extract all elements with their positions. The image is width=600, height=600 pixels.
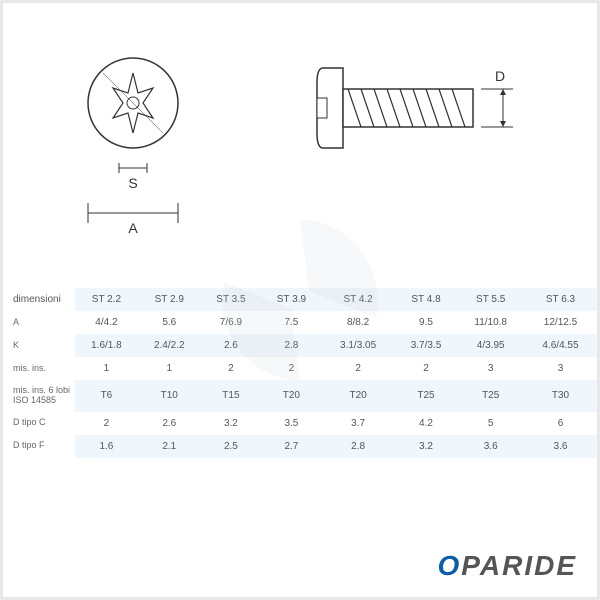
cell: 3: [524, 357, 597, 380]
brand-logo: OPARIDE: [438, 550, 578, 582]
logo-rest: PARIDE: [461, 550, 577, 581]
cell: 4.2: [395, 412, 458, 435]
col-header: ST 4.8: [395, 288, 458, 311]
cell: 4.6/4.55: [524, 334, 597, 357]
cell: 7/6.9: [201, 311, 261, 334]
cell: 8/8.2: [322, 311, 395, 334]
col-header: ST 3.9: [261, 288, 321, 311]
cell: 5.6: [138, 311, 201, 334]
cell: 3.2: [201, 412, 261, 435]
cell: 3.1/3.05: [322, 334, 395, 357]
table-row: D tipo F 1.6 2.1 2.5 2.7 2.8 3.2 3.6 3.6: [3, 435, 597, 458]
col-header: ST 4.2: [322, 288, 395, 311]
cell: 2.6: [138, 412, 201, 435]
table-row: K 1.6/1.8 2.4/2.2 2.6 2.8 3.1/3.05 3.7/3…: [3, 334, 597, 357]
cell: 1: [75, 357, 138, 380]
logo-first-letter: O: [438, 550, 462, 581]
cell: 2.8: [322, 435, 395, 458]
col-header: ST 2.2: [75, 288, 138, 311]
technical-diagram: S A: [3, 3, 597, 288]
table-row: A 4/4.2 5.6 7/6.9 7.5 8/8.2 9.5 11/10.8 …: [3, 311, 597, 334]
row-label: A: [3, 311, 75, 334]
side-view: D: [317, 68, 513, 148]
col-header: ST 3.5: [201, 288, 261, 311]
label-s: S: [128, 175, 137, 191]
cell: 2: [201, 357, 261, 380]
label-a: A: [128, 220, 138, 236]
cell: 3.7/3.5: [395, 334, 458, 357]
cell: 1: [138, 357, 201, 380]
cell: T25: [395, 380, 458, 412]
cell: 3.6: [524, 435, 597, 458]
cell: 2.7: [261, 435, 321, 458]
cell: 2: [395, 357, 458, 380]
cell: 3.5: [261, 412, 321, 435]
cell: 2.4/2.2: [138, 334, 201, 357]
row-label: K: [3, 334, 75, 357]
table-row: mis. ins. 6 lobi ISO 14585 T6 T10 T15 T2…: [3, 380, 597, 412]
row-label: mis. ins. 6 lobi ISO 14585: [3, 380, 75, 412]
cell: 12/12.5: [524, 311, 597, 334]
cell: 6: [524, 412, 597, 435]
cell: 2.5: [201, 435, 261, 458]
col-header: ST 5.5: [457, 288, 524, 311]
cell: 2.1: [138, 435, 201, 458]
cell: 2: [322, 357, 395, 380]
cell: 2.6: [201, 334, 261, 357]
cell: T15: [201, 380, 261, 412]
cell: 1.6: [75, 435, 138, 458]
cell: 2: [75, 412, 138, 435]
header-label: dimensioni: [3, 288, 75, 311]
dimensions-table: dimensioni ST 2.2 ST 2.9 ST 3.5 ST 3.9 S…: [3, 288, 597, 458]
col-header: ST 6.3: [524, 288, 597, 311]
cell: 9.5: [395, 311, 458, 334]
table-row: D tipo C 2 2.6 3.2 3.5 3.7 4.2 5 6: [3, 412, 597, 435]
cell: T30: [524, 380, 597, 412]
cell: 2: [261, 357, 321, 380]
col-header: ST 2.9: [138, 288, 201, 311]
cell: 1.6/1.8: [75, 334, 138, 357]
cell: 7.5: [261, 311, 321, 334]
cell: T25: [457, 380, 524, 412]
cell: 3: [457, 357, 524, 380]
label-d: D: [495, 68, 505, 84]
cell: 11/10.8: [457, 311, 524, 334]
row-label: D tipo F: [3, 435, 75, 458]
cell: 3.2: [395, 435, 458, 458]
top-view: S A: [88, 58, 178, 236]
cell: T20: [261, 380, 321, 412]
cell: 5: [457, 412, 524, 435]
cell: 2.8: [261, 334, 321, 357]
table-row: mis. ins. 1 1 2 2 2 2 3 3: [3, 357, 597, 380]
diagram-svg: S A: [3, 3, 597, 288]
cell: T20: [322, 380, 395, 412]
cell: 4/4.2: [75, 311, 138, 334]
row-label: mis. ins.: [3, 357, 75, 380]
table-header-row: dimensioni ST 2.2 ST 2.9 ST 3.5 ST 3.9 S…: [3, 288, 597, 311]
cell: T6: [75, 380, 138, 412]
cell: 4/3.95: [457, 334, 524, 357]
cell: 3.7: [322, 412, 395, 435]
row-label: D tipo C: [3, 412, 75, 435]
cell: T10: [138, 380, 201, 412]
cell: 3.6: [457, 435, 524, 458]
